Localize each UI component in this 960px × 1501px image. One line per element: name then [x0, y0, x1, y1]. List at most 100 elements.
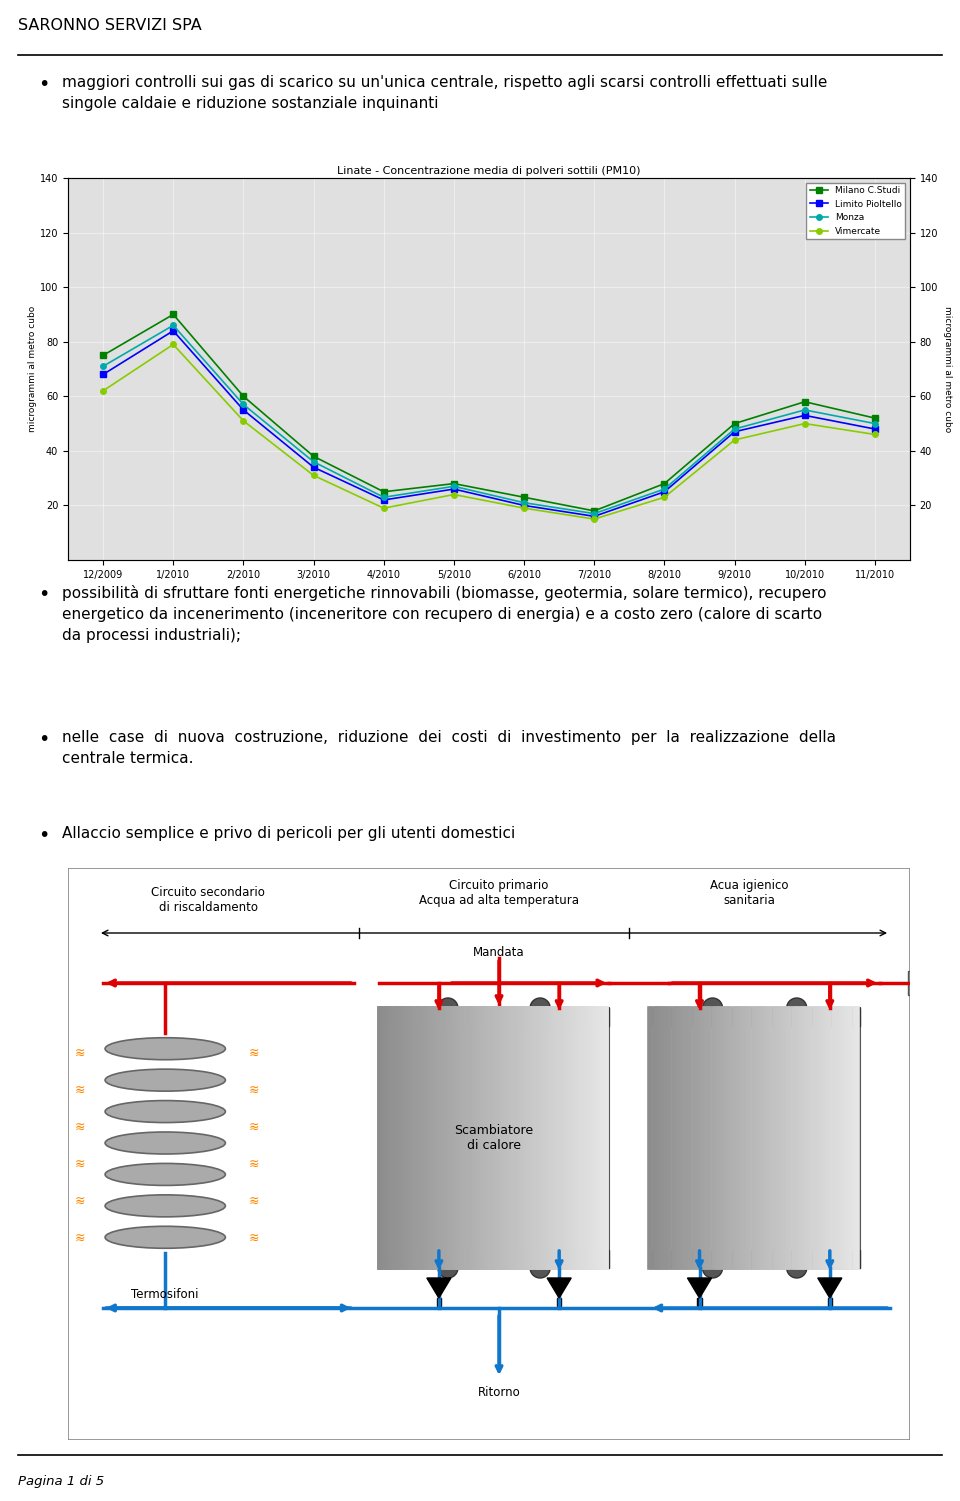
- Circle shape: [786, 998, 806, 1018]
- Monza: [97, 357, 108, 375]
- Polygon shape: [687, 1277, 711, 1298]
- Limito Pioltello: [238, 401, 250, 419]
- Monza: [378, 488, 390, 506]
- Line: Limito Pioltello: Limito Pioltello: [100, 329, 877, 519]
- Milano C.Studi: [97, 347, 108, 365]
- Title: Linate - Concentrazione media di polveri sottili (PM10): Linate - Concentrazione media di polveri…: [337, 165, 640, 176]
- Circle shape: [438, 998, 458, 1018]
- Text: •: •: [38, 585, 49, 603]
- Circle shape: [438, 1258, 458, 1277]
- Circle shape: [786, 1258, 806, 1277]
- Milano C.Studi: [167, 305, 179, 323]
- Milano C.Studi: [308, 447, 320, 465]
- Limito Pioltello: [378, 491, 390, 509]
- Milano C.Studi: [448, 474, 460, 492]
- Polygon shape: [818, 1277, 842, 1298]
- Monza: [729, 420, 740, 438]
- Text: Scambiatore
di calore: Scambiatore di calore: [454, 1124, 534, 1151]
- Monza: [659, 480, 670, 498]
- Milano C.Studi: [518, 488, 530, 506]
- Vimercate: [659, 488, 670, 506]
- Ellipse shape: [912, 958, 926, 964]
- Limito Pioltello: [308, 458, 320, 476]
- Bar: [379, 1009, 610, 1268]
- Milano C.Studi: [729, 414, 740, 432]
- Vimercate: [448, 485, 460, 503]
- Vimercate: [518, 500, 530, 518]
- Text: ≋: ≋: [75, 1046, 85, 1060]
- Text: Allaccio semplice e privo di pericoli per gli utenti domestici: Allaccio semplice e privo di pericoli pe…: [62, 826, 516, 841]
- Limito Pioltello: [799, 407, 810, 425]
- Text: Pagina 1 di 5: Pagina 1 di 5: [18, 1475, 104, 1487]
- Text: ≋: ≋: [75, 1084, 85, 1097]
- Ellipse shape: [105, 1100, 226, 1123]
- Text: ≋: ≋: [249, 1046, 258, 1060]
- Text: ≋: ≋: [249, 1157, 258, 1171]
- Monza: [308, 453, 320, 471]
- Bar: [437, 1298, 441, 1306]
- Vimercate: [238, 411, 250, 429]
- Text: Circuito secondario
di riscaldamento: Circuito secondario di riscaldamento: [152, 886, 265, 914]
- Text: Ritorno: Ritorno: [478, 1385, 520, 1399]
- Text: nelle  case  di  nuova  costruzione,  riduzione  dei  costi  di  investimento  p: nelle case di nuova costruzione, riduzio…: [62, 729, 836, 766]
- Text: ≋: ≋: [249, 1084, 258, 1097]
- Bar: [649, 1009, 860, 1027]
- Limito Pioltello: [167, 321, 179, 339]
- Monza: [448, 477, 460, 495]
- Milano C.Studi: [799, 393, 810, 411]
- Circle shape: [703, 998, 723, 1018]
- Milano C.Studi: [869, 410, 880, 428]
- Limito Pioltello: [869, 420, 880, 438]
- Text: Termosifoni: Termosifoni: [132, 1288, 199, 1301]
- Limito Pioltello: [659, 483, 670, 501]
- Bar: [379, 1250, 610, 1268]
- Circle shape: [703, 1258, 723, 1277]
- Text: •: •: [38, 826, 49, 845]
- Text: Circuito primario
Acqua ad alta temperatura: Circuito primario Acqua ad alta temperat…: [419, 880, 579, 907]
- Bar: [908, 971, 930, 995]
- Limito Pioltello: [729, 423, 740, 441]
- Bar: [698, 1298, 702, 1306]
- Bar: [379, 1009, 610, 1027]
- Vimercate: [308, 467, 320, 485]
- Vimercate: [729, 431, 740, 449]
- Vimercate: [869, 425, 880, 443]
- Bar: [649, 1009, 860, 1268]
- Line: Vimercate: Vimercate: [100, 342, 877, 522]
- Text: •: •: [38, 729, 49, 749]
- Text: maggiori controlli sui gas di scarico su un'unica centrale, rispetto agli scarsi: maggiori controlli sui gas di scarico su…: [62, 75, 828, 111]
- Vimercate: [799, 414, 810, 432]
- Legend: Milano C.Studi, Limito Pioltello, Monza, Vimercate: Milano C.Studi, Limito Pioltello, Monza,…: [806, 183, 905, 239]
- Text: SARONNO SERVIZI SPA: SARONNO SERVIZI SPA: [18, 18, 202, 33]
- Polygon shape: [547, 1277, 571, 1298]
- Limito Pioltello: [588, 507, 600, 525]
- Y-axis label: microgrammi al metro cubo: microgrammi al metro cubo: [28, 306, 37, 432]
- Text: ≋: ≋: [249, 1231, 258, 1244]
- Vimercate: [97, 381, 108, 399]
- Limito Pioltello: [448, 480, 460, 498]
- Monza: [869, 414, 880, 432]
- Text: possibilità di sfruttare fonti energetiche rinnovabili (biomasse, geotermia, sol: possibilità di sfruttare fonti energetic…: [62, 585, 827, 642]
- Bar: [557, 1298, 562, 1306]
- Circle shape: [530, 998, 550, 1018]
- Ellipse shape: [105, 1163, 226, 1186]
- Text: ≋: ≋: [75, 1157, 85, 1171]
- Monza: [588, 504, 600, 522]
- Ellipse shape: [105, 1132, 226, 1154]
- Limito Pioltello: [97, 365, 108, 383]
- Y-axis label: microgrammi al metro cubo: microgrammi al metro cubo: [943, 306, 952, 432]
- Text: ≋: ≋: [249, 1195, 258, 1207]
- Ellipse shape: [105, 1037, 226, 1060]
- Ellipse shape: [105, 1195, 226, 1217]
- Text: ≋: ≋: [75, 1195, 85, 1207]
- Monza: [167, 317, 179, 335]
- Text: ≋: ≋: [249, 1121, 258, 1133]
- Polygon shape: [427, 1277, 451, 1298]
- Line: Milano C.Studi: Milano C.Studi: [100, 312, 877, 513]
- Milano C.Studi: [238, 387, 250, 405]
- Vimercate: [167, 335, 179, 353]
- Line: Monza: Monza: [100, 323, 877, 516]
- Milano C.Studi: [588, 501, 600, 519]
- Circle shape: [530, 1258, 550, 1277]
- Text: ≋: ≋: [75, 1121, 85, 1133]
